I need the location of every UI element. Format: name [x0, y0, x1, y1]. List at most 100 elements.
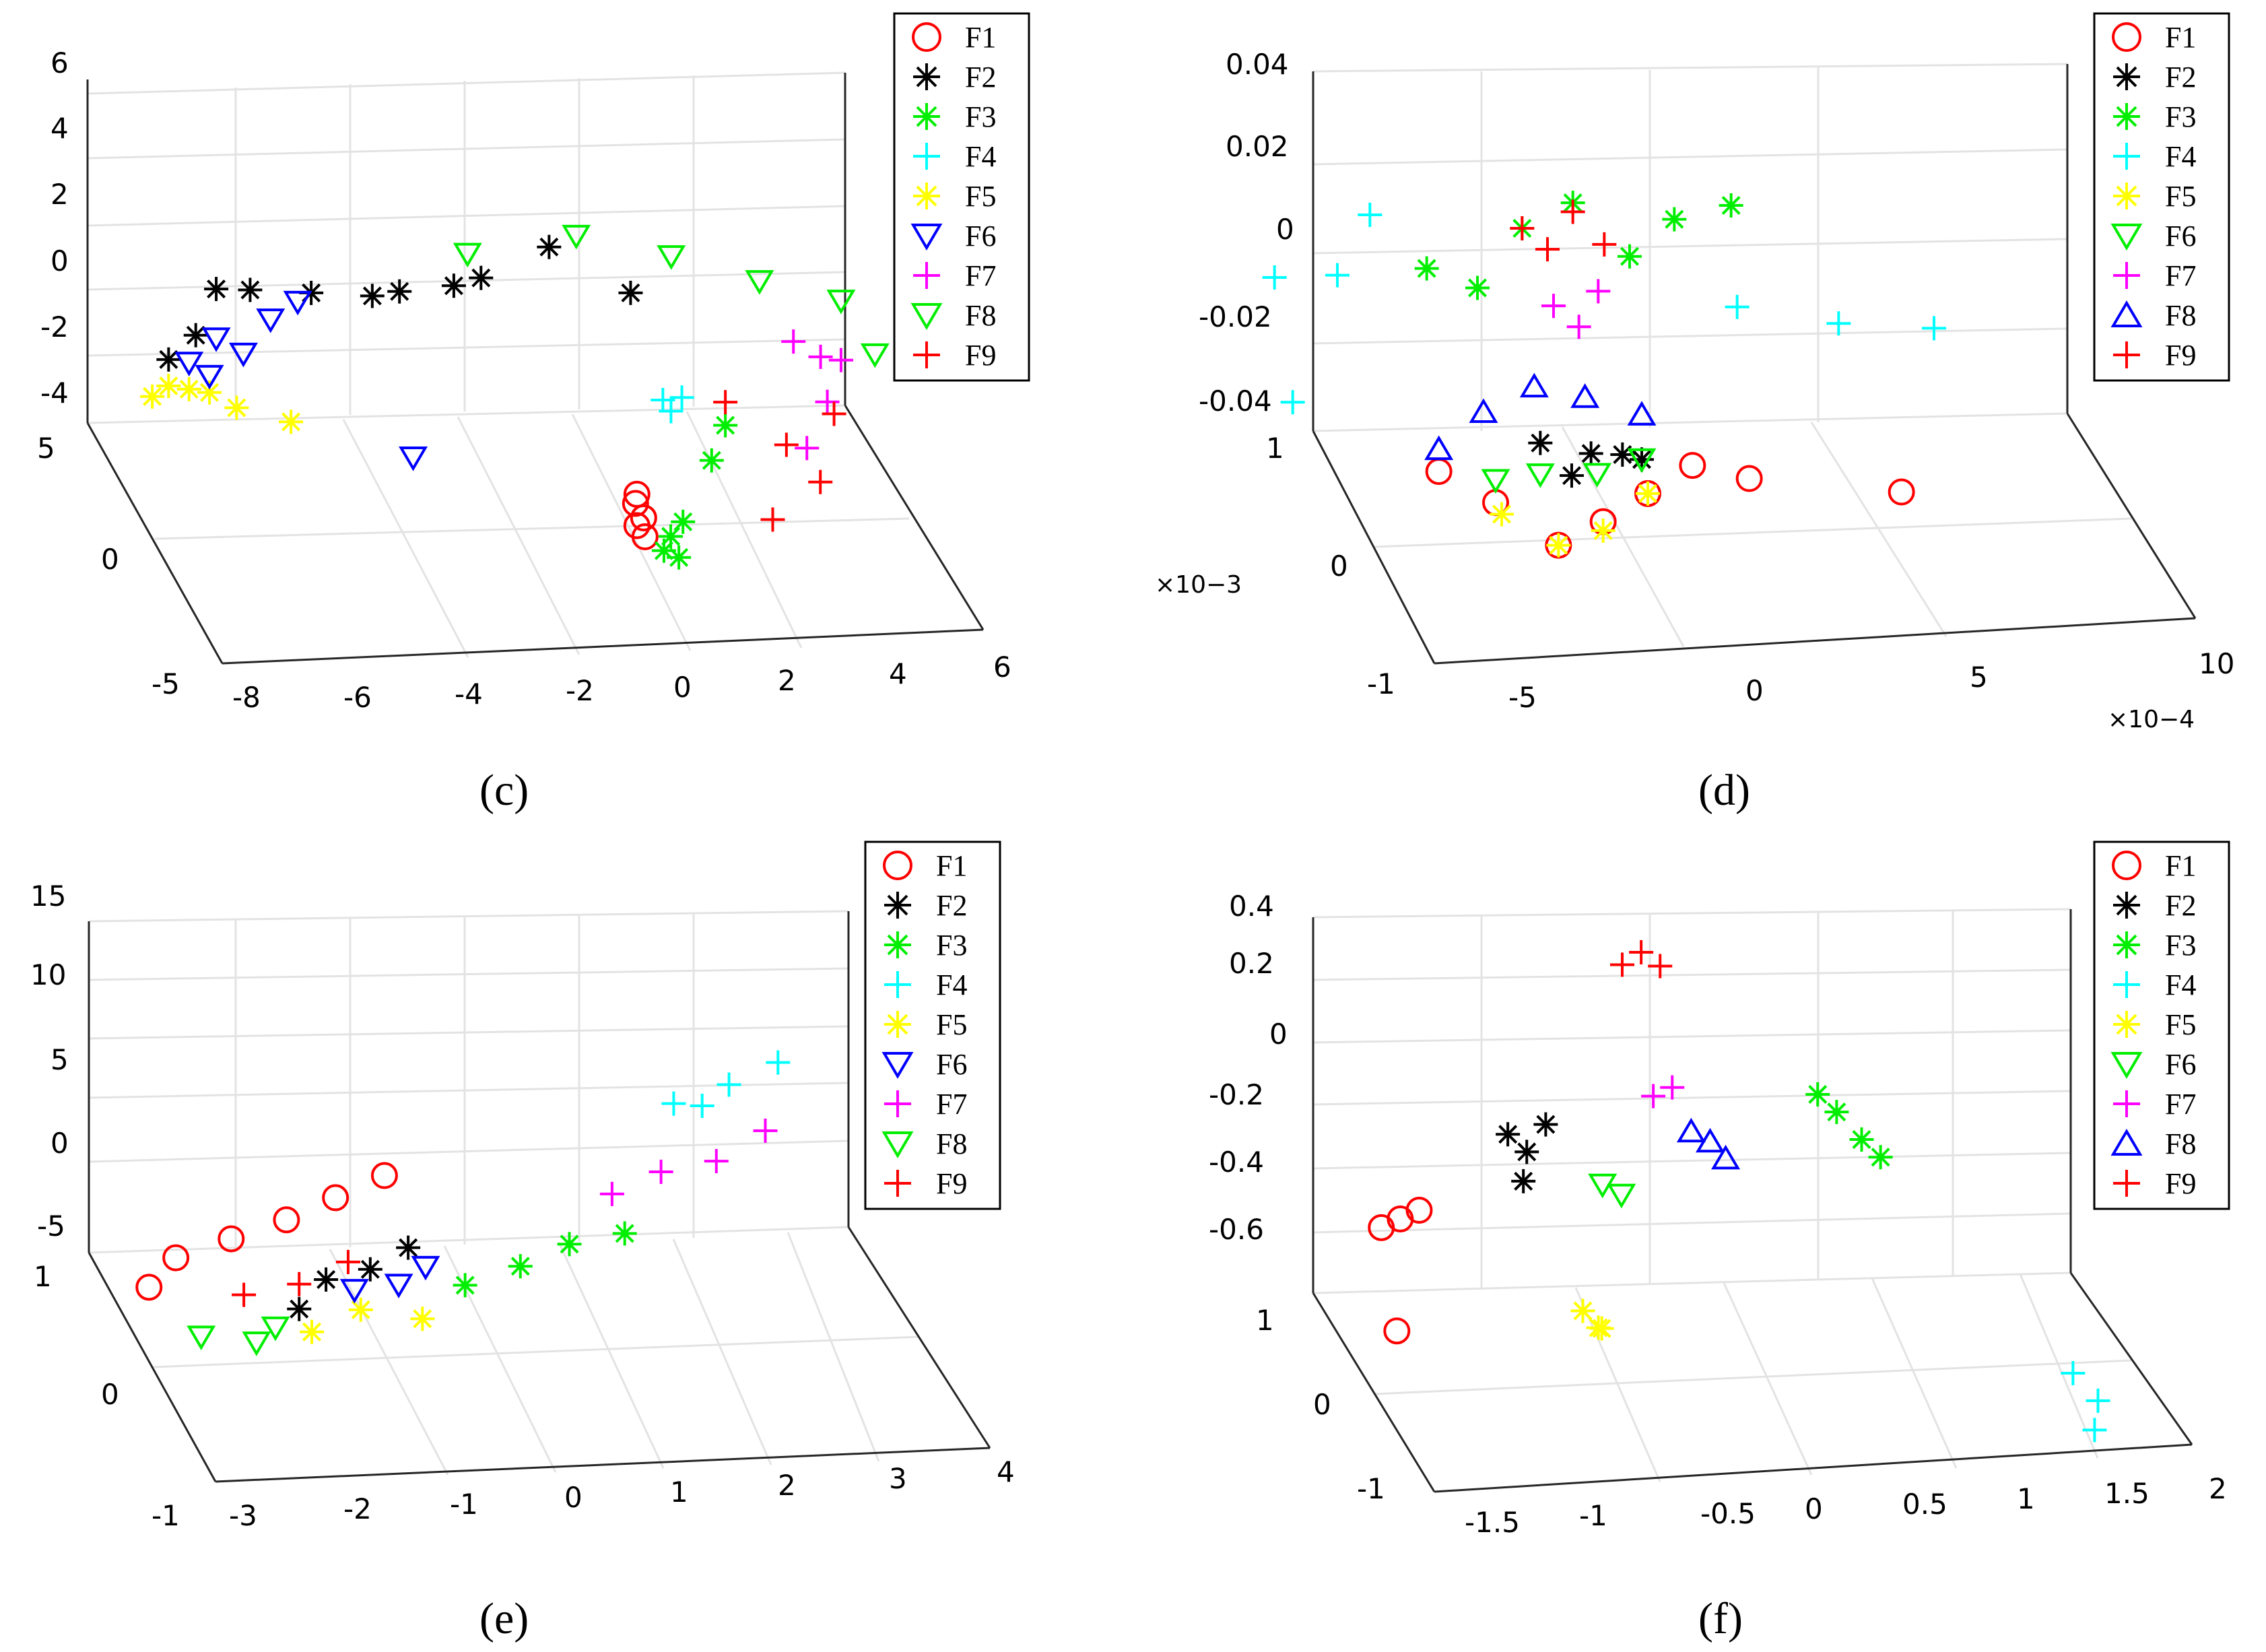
legend-marker-f6	[881, 1052, 914, 1079]
data-point-f4	[669, 385, 694, 410]
x-tick: 4	[889, 657, 907, 690]
panel-c-y-ticks: 5 0 -5	[37, 432, 180, 700]
data-point-f4	[690, 1093, 714, 1118]
x-tick: 6	[993, 651, 1011, 684]
legend-label-f6: F6	[2165, 1048, 2196, 1081]
z-tick: 0.4	[1229, 890, 1274, 923]
panel-e: 15 10 5 0 -5 1 0 -1 -3 -2 -1 0 1 2 3 4 F…	[30, 840, 1015, 1643]
data-point-f3	[1805, 1082, 1830, 1106]
data-point-f9	[1510, 216, 1535, 241]
data-point-f1	[1888, 478, 1915, 506]
data-point-f4	[717, 1072, 741, 1097]
legend-marker-f8	[910, 303, 943, 330]
x-tick: 0	[1805, 1492, 1823, 1525]
data-point-f6	[1607, 1183, 1636, 1209]
data-point-f3	[1414, 256, 1439, 281]
data-point-f4	[2061, 1360, 2086, 1385]
data-point-f5	[1546, 533, 1571, 558]
data-point-f6	[384, 1274, 413, 1298]
legend-label-f3: F3	[2165, 929, 2196, 962]
panel-e-caption: (e)	[479, 1594, 529, 1643]
legend-label-f6: F6	[965, 220, 996, 253]
data-point-f2	[387, 279, 412, 304]
z-tick: -2	[40, 310, 69, 343]
data-point-f3	[671, 509, 696, 534]
legend-marker-f4	[884, 971, 911, 998]
legend-marker-f6	[910, 224, 943, 251]
legend-label-f5: F5	[965, 180, 996, 213]
legend-label-f4: F4	[2165, 140, 2196, 173]
data-point-f5	[140, 384, 165, 409]
panel-d-x-ticks: -5 0 5 10 ×10−4	[1508, 647, 2234, 733]
data-point-f1	[1735, 465, 1763, 492]
legend-label-f7: F7	[936, 1088, 967, 1121]
data-point-f6	[256, 308, 286, 333]
data-point-f5	[1490, 502, 1514, 527]
y-tick: 5	[37, 432, 55, 465]
data-point-f9	[1648, 954, 1673, 979]
data-point-f4	[1325, 263, 1349, 288]
data-point-f3	[557, 1232, 582, 1257]
data-point-f5	[1591, 518, 1615, 543]
x-tick: 10	[2199, 647, 2234, 680]
z-tick: 0	[51, 1127, 69, 1160]
z-tick: -4	[40, 376, 69, 409]
data-point-f7	[1660, 1075, 1685, 1100]
panel-d-points	[1262, 191, 1946, 559]
panel-e-points	[135, 1050, 791, 1356]
data-point-f1	[1387, 1205, 1414, 1232]
legend-label-f4: F4	[965, 140, 996, 173]
panel-d-caption: (d)	[1698, 766, 1750, 815]
legend-label-f1: F1	[2165, 849, 2196, 882]
z-tick: 4	[51, 112, 69, 145]
data-point-f3	[1618, 244, 1642, 269]
data-point-f1	[622, 490, 649, 517]
data-point-f2	[1578, 441, 1603, 466]
legend-marker-f2	[2113, 63, 2140, 90]
legend-label-f5: F5	[2165, 180, 2196, 213]
data-point-f9	[760, 507, 785, 532]
x-tick: 1	[2017, 1482, 2035, 1515]
data-point-f2	[1514, 1139, 1539, 1164]
z-tick: -0.04	[1199, 385, 1272, 418]
panel-d-y-ticks: 1 0 -1 ×10−3	[1155, 432, 1395, 700]
legend-marker-f7	[913, 262, 940, 289]
legend-marker-f9	[2113, 341, 2140, 368]
legend-label-f4: F4	[936, 968, 967, 1001]
legend-marker-f9	[884, 1170, 911, 1197]
data-point-f4	[1922, 316, 1946, 341]
panel-f-z-ticks: 0.4 0.2 0 -0.2 -0.4 -0.6	[1209, 890, 1288, 1246]
data-point-f8	[826, 290, 856, 315]
data-point-f3	[1849, 1127, 1874, 1152]
z-tick: 2	[51, 178, 69, 211]
x-tick: 5	[1970, 661, 1988, 694]
y-tick: -5	[152, 667, 180, 700]
panel-f-points	[1368, 939, 2110, 1443]
legend-label-f7: F7	[2165, 1088, 2196, 1121]
data-point-f6	[1525, 463, 1555, 488]
data-point-f8	[453, 242, 482, 268]
legend-marker-f4	[913, 143, 940, 170]
data-point-f3	[508, 1254, 533, 1279]
data-point-f5	[224, 395, 249, 420]
data-point-f7	[808, 344, 833, 369]
data-point-f2	[396, 1235, 421, 1260]
z-tick: 0.02	[1226, 130, 1289, 163]
data-point-f7	[1641, 1084, 1666, 1109]
legend-label-f1: F1	[2165, 21, 2196, 54]
data-point-f8	[745, 270, 774, 295]
data-point-f7	[1586, 279, 1611, 304]
legend-marker-f6	[2110, 224, 2143, 251]
legend-label-f7: F7	[965, 259, 996, 292]
data-point-f3	[699, 448, 724, 473]
data-point-f9	[822, 401, 846, 426]
data-point-f6	[228, 342, 258, 368]
data-point-f7	[704, 1149, 729, 1174]
legend-label-f8: F8	[2165, 299, 2196, 332]
panel-c-points	[140, 224, 890, 570]
x-tick: -2	[566, 674, 594, 707]
data-point-f5	[176, 376, 201, 401]
x-tick: 0	[1745, 674, 1764, 707]
legend-marker-f5	[884, 1011, 911, 1038]
data-point-f4	[661, 1091, 686, 1116]
